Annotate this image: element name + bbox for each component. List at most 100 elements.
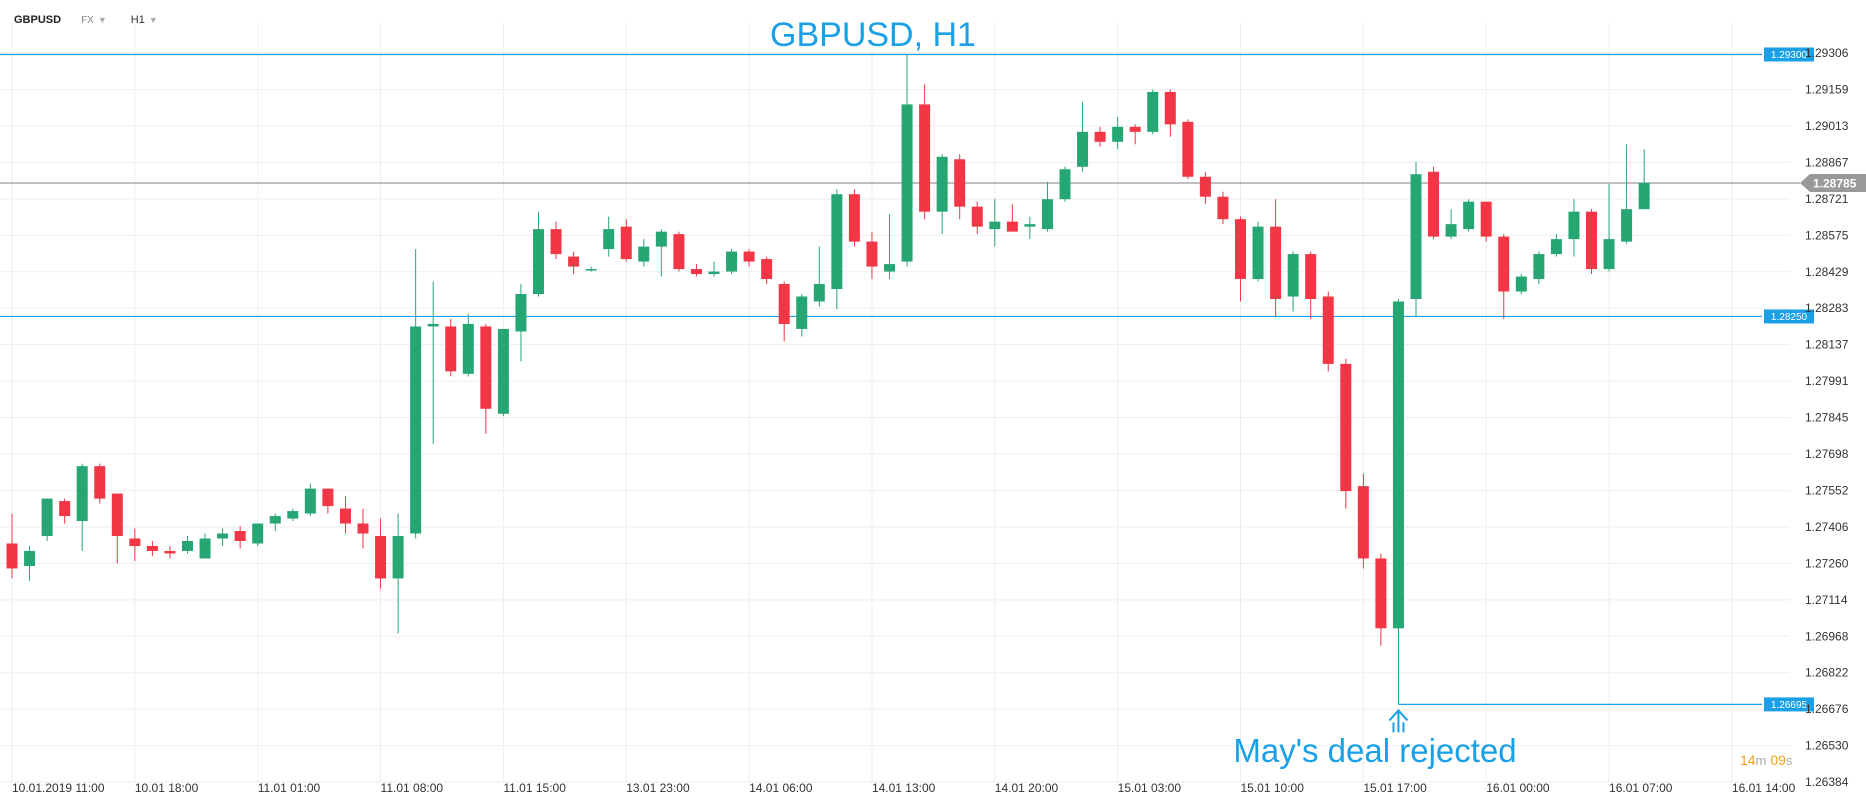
x-tick-label: 11.01 08:00 [381, 781, 444, 795]
x-tick-label: 11.01 15:00 [503, 781, 566, 795]
candle-body [1287, 254, 1299, 297]
candle-body [901, 104, 913, 262]
market-chevron-down-icon[interactable]: ▼ [97, 15, 107, 25]
current-price-label: 1.28785 [1813, 176, 1857, 190]
candle-body [1252, 226, 1264, 280]
candle-body [1375, 558, 1387, 629]
candle-body [269, 516, 281, 524]
timer-minutes-unit: m [1755, 753, 1767, 768]
x-tick-label: 13.01 23:00 [626, 781, 690, 795]
y-tick-label: 1.29306 [1805, 46, 1849, 60]
candle-body [936, 156, 948, 212]
x-tick-label: 15.01 10:00 [1241, 781, 1305, 795]
x-tick-label: 14.01 20:00 [995, 781, 1059, 795]
candle-body [1550, 239, 1562, 255]
candle-body [1533, 254, 1545, 280]
candle-body [1129, 126, 1141, 132]
candle-body [919, 104, 931, 212]
candle-body [1164, 91, 1176, 125]
y-tick-label: 1.28137 [1805, 338, 1849, 352]
candles-layer [6, 54, 1650, 705]
candle-body [1006, 221, 1018, 232]
candle-body [129, 538, 141, 546]
candle-body [708, 271, 720, 275]
candle-body [1059, 169, 1071, 200]
candle-body [146, 545, 158, 551]
annotation-group: May's deal rejected [1233, 708, 1517, 769]
candle-body [761, 259, 773, 280]
candle-body [497, 328, 509, 414]
candle-body [1498, 236, 1510, 292]
y-tick-label: 1.28721 [1805, 192, 1849, 206]
timer-seconds-unit: s [1785, 753, 1793, 768]
candle-body [427, 323, 439, 327]
candle-body [287, 511, 299, 519]
level-label-box [1764, 309, 1814, 324]
candle-body [989, 221, 1001, 230]
candle-body [1621, 209, 1633, 242]
x-tick-label: 15.01 17:00 [1363, 781, 1427, 795]
candle-countdown: 14m 09s [1740, 752, 1792, 768]
y-tick-label: 1.26676 [1805, 702, 1849, 716]
candle-body [638, 246, 650, 262]
candle-body [322, 488, 334, 507]
candle-body [41, 498, 53, 537]
y-tick-label: 1.26822 [1805, 666, 1849, 680]
timer-seconds: 09 [1770, 752, 1786, 768]
x-tick-label: 11.01 01:00 [258, 781, 321, 795]
candle-body [778, 284, 790, 324]
candle-body [24, 550, 36, 566]
candle-body [1603, 239, 1615, 270]
candle-body [585, 269, 597, 271]
y-tick-label: 1.29013 [1805, 119, 1849, 133]
y-tick-label: 1.28575 [1805, 228, 1849, 242]
x-tick-label: 14.01 13:00 [872, 781, 936, 795]
x-tick-label: 10.01 18:00 [135, 781, 199, 795]
candle-body [1235, 219, 1246, 280]
y-tick-label: 1.27260 [1805, 556, 1849, 570]
candle-body [1217, 196, 1229, 220]
candle-body [392, 536, 404, 579]
x-tick-label: 15.01 03:00 [1118, 781, 1182, 795]
symbol-label[interactable]: GBPUSD [14, 14, 62, 26]
candle-body [217, 533, 229, 539]
candle-body [1586, 211, 1597, 270]
timeframe-chevron-down-icon[interactable]: ▼ [148, 15, 158, 25]
candle-body [1357, 486, 1369, 559]
candle-body [304, 488, 316, 514]
chart-toolbar: GBPUSD FX ▼ H1 ▼ [14, 10, 182, 30]
chart-title: GBPUSD, H1 [770, 16, 976, 54]
candle-body [1112, 126, 1124, 142]
candle-body [568, 256, 580, 267]
y-tick-label: 1.28867 [1805, 156, 1849, 170]
candle-body [1392, 301, 1404, 629]
candle-body [199, 538, 211, 559]
level-label-box [1764, 697, 1814, 712]
current-price-box [1800, 173, 1866, 192]
timeframe-selector[interactable]: H1 [130, 14, 145, 26]
candle-body [550, 229, 562, 255]
y-tick-label: 1.29159 [1805, 83, 1849, 97]
candle-body [1094, 131, 1106, 142]
candle-body [1463, 201, 1475, 230]
x-tick-label: 14.01 06:00 [749, 781, 813, 795]
arrow-up-icon [1388, 708, 1409, 733]
y-tick-label: 1.27406 [1805, 520, 1849, 534]
candle-body [848, 194, 860, 242]
level-label: 1.26695 [1771, 700, 1808, 711]
x-tick-label: 16.01 07:00 [1609, 781, 1673, 795]
candle-body [1199, 176, 1211, 197]
candle-body [1077, 131, 1089, 167]
candle-body [111, 493, 123, 537]
market-label: FX [81, 14, 94, 26]
candle-body [339, 508, 351, 524]
candle-body [603, 229, 615, 250]
chart-grid [0, 23, 1790, 783]
candle-body [884, 264, 895, 272]
y-tick-label: 1.28283 [1805, 301, 1849, 315]
candle-body [445, 326, 457, 372]
annotation-text: May's deal rejected [1233, 732, 1516, 769]
y-tick-label: 1.27991 [1805, 374, 1849, 388]
y-tick-label: 1.27698 [1805, 447, 1849, 461]
